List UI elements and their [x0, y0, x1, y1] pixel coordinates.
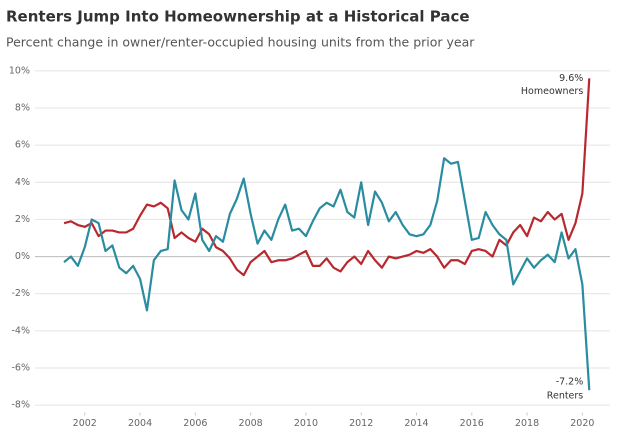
x-tick-label: 2004 [128, 418, 152, 429]
y-tick-label: 10% [9, 65, 30, 76]
chart-title: Renters Jump Into Homeownership at a His… [6, 8, 470, 26]
y-tick-label: -6% [12, 362, 31, 373]
x-tick-label: 2010 [294, 418, 318, 429]
x-tick-label: 2014 [404, 418, 428, 429]
y-tick-label: 4% [15, 177, 30, 188]
end-value-label: -7.2% [556, 377, 584, 388]
x-tick-label: 2020 [570, 418, 594, 429]
x-tick-label: 2016 [460, 418, 484, 429]
y-tick-label: -4% [12, 325, 31, 336]
series-line [63, 78, 591, 277]
y-tick-label: -2% [12, 288, 31, 299]
x-tick-label: 2012 [349, 418, 373, 429]
series-line [63, 157, 591, 391]
series-label: Homeowners [521, 86, 583, 97]
x-tick-label: 2018 [515, 418, 539, 429]
series-label: Renters [547, 391, 584, 402]
end-value-label: 9.6% [559, 73, 583, 84]
x-tick-label: 2002 [73, 418, 97, 429]
y-tick-label: 2% [15, 214, 30, 225]
chart-subtitle: Percent change in owner/renter-occupied … [6, 35, 475, 50]
y-tick-label: 8% [15, 103, 30, 114]
x-tick-label: 2008 [239, 418, 263, 429]
x-tick-label: 2006 [183, 418, 207, 429]
y-tick-label: -8% [12, 400, 31, 411]
y-tick-label: 0% [15, 251, 30, 262]
y-tick-label: 6% [15, 140, 30, 151]
